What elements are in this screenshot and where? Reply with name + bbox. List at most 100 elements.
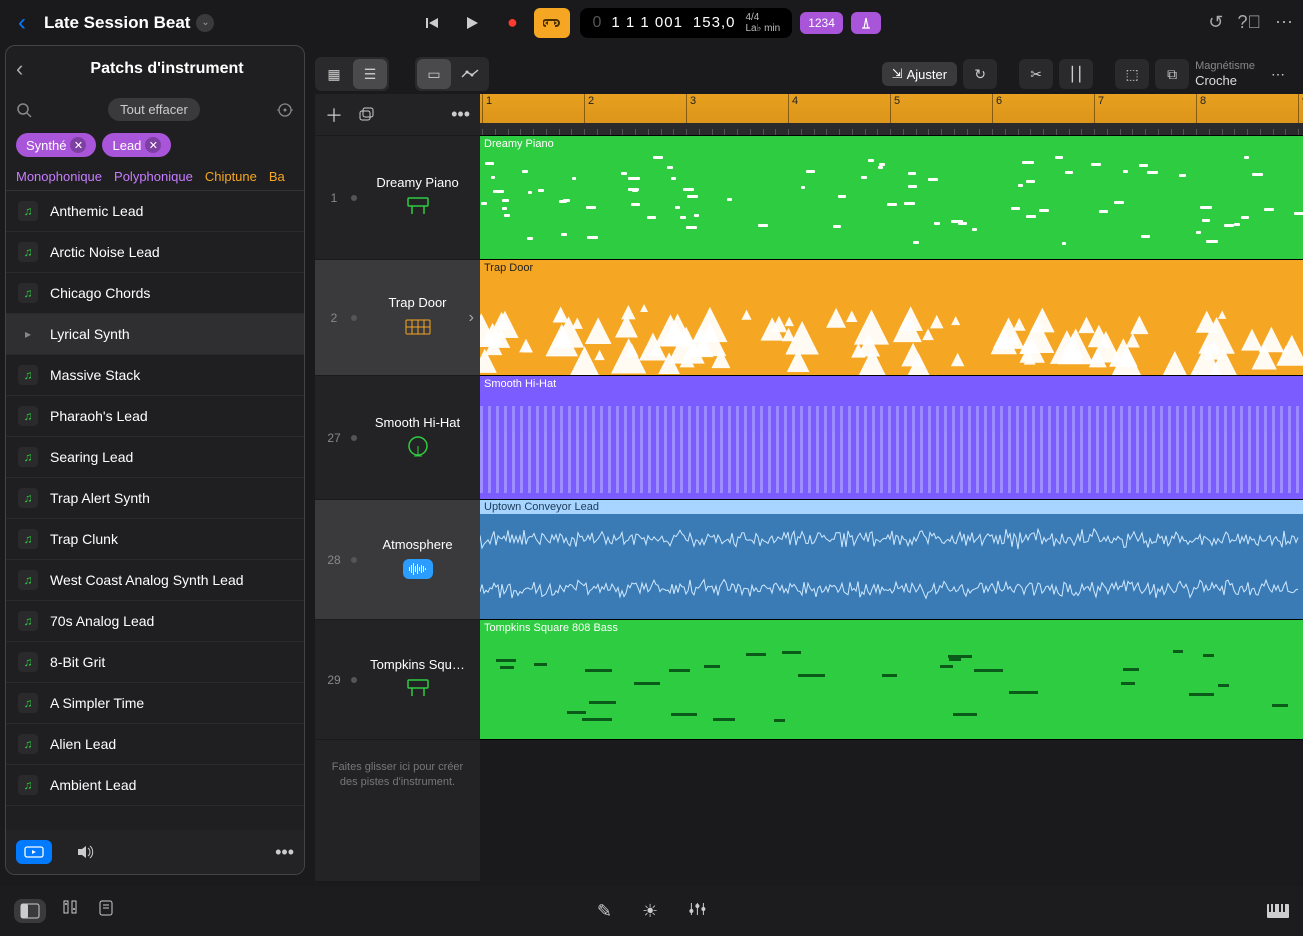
ruler-bar: 5 xyxy=(890,94,900,123)
region[interactable]: Trap Door xyxy=(480,260,1303,375)
volume-icon[interactable] xyxy=(76,844,96,860)
category-tab[interactable]: Ba xyxy=(269,169,285,184)
toolbar-more-icon[interactable]: ⋯ xyxy=(1261,59,1295,89)
region[interactable]: Dreamy Piano xyxy=(480,136,1303,259)
back-button[interactable]: ‹ xyxy=(10,9,34,37)
track-lane[interactable]: Uptown Conveyor Lead xyxy=(480,500,1303,620)
fit-button[interactable]: ⇲Ajuster xyxy=(882,62,957,86)
patch-list-item[interactable]: ♫Massive Stack xyxy=(6,355,304,396)
automation-view-icon[interactable] xyxy=(453,59,487,89)
browser-panel-icon[interactable] xyxy=(14,899,46,923)
lcd-display[interactable]: 0 1 1 1 001 153,0 4/4 La♭ min xyxy=(580,8,792,38)
sidebar-more-icon[interactable]: ••• xyxy=(275,842,294,863)
track-lane[interactable]: Trap Door xyxy=(480,260,1303,376)
category-tab[interactable]: Polyphonique xyxy=(114,169,193,184)
track-name: Atmosphere xyxy=(382,537,452,552)
patch-list-item[interactable]: ♫Searing Lead xyxy=(6,437,304,478)
patch-list-item[interactable]: ♫Alien Lead xyxy=(6,724,304,765)
project-title[interactable]: Late Session Beat xyxy=(44,13,190,33)
patch-list-item[interactable]: ♫Pharaoh's Lead xyxy=(6,396,304,437)
filter-chip[interactable]: Lead✕ xyxy=(102,133,171,157)
track-header[interactable]: 28Atmosphere xyxy=(315,500,480,620)
bottom-center-controls: ✎ ☀ xyxy=(597,901,706,922)
patch-list-item[interactable]: ♫Chicago Chords xyxy=(6,273,304,314)
add-track-icon[interactable]: ＋ xyxy=(325,102,343,128)
track-lane[interactable]: Dreamy Piano xyxy=(480,136,1303,260)
track-header[interactable]: 29Tompkins Squ… xyxy=(315,620,480,740)
region[interactable]: Tompkins Square 808 Bass xyxy=(480,620,1303,739)
patch-list-item[interactable]: ♫8-Bit Grit xyxy=(6,642,304,683)
patch-list-item[interactable]: ♫Anthemic Lead xyxy=(6,191,304,232)
track-enable-dot[interactable] xyxy=(351,557,357,563)
help-icon[interactable]: ?⃝ xyxy=(1237,12,1261,33)
play-button[interactable] xyxy=(454,8,490,38)
track-enable-dot[interactable] xyxy=(351,677,357,683)
track-header[interactable]: 1Dreamy Piano xyxy=(315,136,480,260)
lcd-tempo: 153,0 xyxy=(693,14,736,31)
cycle-button[interactable] xyxy=(534,8,570,38)
track-header[interactable]: 2Trap Door› xyxy=(315,260,480,376)
track-enable-dot[interactable] xyxy=(351,195,357,201)
patch-label: Chicago Chords xyxy=(50,285,150,301)
count-in-badge[interactable]: 1234 xyxy=(800,12,843,34)
patch-list-item[interactable]: ♫Trap Alert Synth xyxy=(6,478,304,519)
track-number: 1 xyxy=(323,191,345,205)
track-enable-dot[interactable] xyxy=(351,315,357,321)
track-lanes[interactable]: 123456789 Dreamy PianoTrap DoorSmooth Hi… xyxy=(480,94,1303,881)
grid-view-icon[interactable]: ▦ xyxy=(317,59,351,89)
drop-zone[interactable]: Faites glisser ici pour créer des pistes… xyxy=(315,740,480,811)
patch-list-item[interactable]: ♫70s Analog Lead xyxy=(6,601,304,642)
category-tab[interactable]: Monophonique xyxy=(16,169,102,184)
search-icon[interactable] xyxy=(16,102,32,118)
region[interactable]: Uptown Conveyor Lead xyxy=(480,500,1303,619)
filter-options-icon[interactable] xyxy=(276,101,294,119)
split-icon[interactable]: ⎮⎮ xyxy=(1059,59,1093,89)
patch-list-item[interactable]: ♫A Simpler Time xyxy=(6,683,304,724)
filter-chip[interactable]: Synthé✕ xyxy=(16,133,96,157)
patch-list-item[interactable]: ♫Ambient Lead xyxy=(6,765,304,806)
track-header-more-icon[interactable]: ••• xyxy=(451,104,470,125)
patch-icon: ♫ xyxy=(18,201,38,221)
patch-list-item[interactable]: ♫Arctic Noise Lead xyxy=(6,232,304,273)
timeline-ruler[interactable]: 123456789 xyxy=(480,94,1303,136)
patch-list[interactable]: ♫Anthemic Lead♫Arctic Noise Lead♫Chicago… xyxy=(6,191,304,830)
patch-list-item[interactable]: ♫West Coast Analog Synth Lead xyxy=(6,560,304,601)
pencil-tool-icon[interactable]: ✎ xyxy=(597,901,612,922)
patch-label: Trap Clunk xyxy=(50,531,118,547)
more-icon[interactable]: ⋯ xyxy=(1275,12,1293,33)
project-menu-chevron-icon[interactable]: ⌄ xyxy=(196,14,214,32)
record-button[interactable]: ● xyxy=(494,8,530,38)
ruler-bar: 8 xyxy=(1196,94,1206,123)
snap-control[interactable]: Magnétisme Croche xyxy=(1195,60,1255,89)
track-header[interactable]: 27Smooth Hi-Hat xyxy=(315,376,480,500)
go-to-start-button[interactable] xyxy=(414,8,450,38)
keyboard-icon[interactable] xyxy=(1267,904,1289,918)
duplicate-track-icon[interactable] xyxy=(357,107,375,123)
notepad-panel-icon[interactable] xyxy=(98,899,114,923)
undo-icon[interactable]: ↺ xyxy=(1208,12,1223,33)
track-lane[interactable]: Tompkins Square 808 Bass xyxy=(480,620,1303,740)
list-view-icon[interactable]: ☰ xyxy=(353,59,387,89)
loop-tool-icon[interactable]: ↻ xyxy=(963,59,997,89)
scissors-icon[interactable]: ✂ xyxy=(1019,59,1053,89)
patch-list-item[interactable]: ▸Lyrical Synth xyxy=(6,314,304,355)
chevron-right-icon[interactable]: › xyxy=(469,309,474,327)
patch-list-item[interactable]: ♫Trap Clunk xyxy=(6,519,304,560)
region-view-icon[interactable]: ▭ xyxy=(417,59,451,89)
track-area: ＋ ••• 1Dreamy Piano2Trap Door›27Smooth H… xyxy=(315,94,1303,881)
copy-icon[interactable]: ⧉ xyxy=(1155,59,1189,89)
region[interactable]: Smooth Hi-Hat xyxy=(480,376,1303,499)
clear-filters-button[interactable]: Tout effacer xyxy=(108,98,200,121)
metronome-badge[interactable] xyxy=(851,12,881,34)
sidebar-back-button[interactable]: ‹ xyxy=(16,56,40,82)
brightness-icon[interactable]: ☀ xyxy=(642,901,658,922)
track-enable-dot[interactable] xyxy=(351,435,357,441)
chip-remove-icon[interactable]: ✕ xyxy=(145,137,161,153)
chip-remove-icon[interactable]: ✕ xyxy=(70,137,86,153)
marquee-icon[interactable]: ⬚ xyxy=(1115,59,1149,89)
sliders-icon[interactable] xyxy=(688,901,706,922)
mixer-panel-icon[interactable] xyxy=(62,899,82,923)
track-lane[interactable]: Smooth Hi-Hat xyxy=(480,376,1303,500)
library-plugin-icon[interactable] xyxy=(16,840,52,864)
category-tab[interactable]: Chiptune xyxy=(205,169,257,184)
